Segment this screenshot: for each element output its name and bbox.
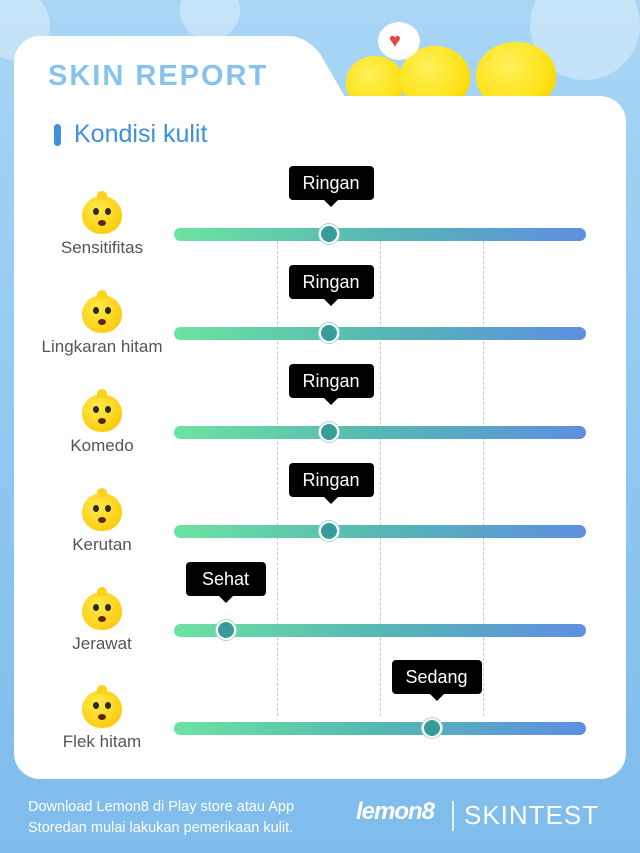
severity-tooltip: Ringan	[288, 166, 374, 207]
emoji-covered-icon	[82, 389, 122, 432]
section-title: Kondisi kulit	[74, 120, 208, 148]
skin-condition-row: Lingkaran hitam Ringan	[0, 265, 640, 375]
severity-tooltip: Sedang	[391, 660, 482, 701]
emoji-surprised-icon	[82, 587, 122, 630]
lemon8-logo: lemon8	[356, 798, 435, 825]
severity-knob	[215, 620, 236, 640]
emoji-squint-icon	[82, 685, 122, 728]
logo-divider	[452, 801, 454, 831]
scale-gridline	[483, 236, 484, 716]
severity-track	[174, 426, 586, 439]
emoji-tired-icon	[82, 290, 122, 333]
background-bubble	[180, 0, 240, 40]
condition-label: Lingkaran hitam	[41, 337, 163, 356]
severity-track	[174, 228, 586, 241]
skin-condition-row: Flek hitam Sedang	[0, 660, 640, 770]
skin-condition-row: Sensitifitas Ringan	[0, 166, 640, 276]
severity-tooltip: Ringan	[288, 364, 374, 405]
severity-track	[174, 722, 586, 735]
severity-tooltip: Sehat	[185, 562, 266, 603]
severity-knob	[318, 323, 339, 343]
severity-tooltip: Ringan	[288, 463, 374, 504]
severity-tooltip: Ringan	[288, 265, 374, 306]
severity-track	[174, 624, 586, 637]
skin-condition-row: Kerutan Ringan	[0, 463, 640, 573]
severity-track	[174, 525, 586, 538]
skin-condition-row: Komedo Ringan	[0, 364, 640, 474]
severity-knob	[318, 521, 339, 541]
report-title: SKIN REPORT	[48, 60, 269, 92]
severity-track	[174, 327, 586, 340]
section-marker	[54, 124, 61, 146]
emoji-blush-icon	[82, 191, 122, 234]
skintest-logo: SKINTEST	[464, 800, 600, 830]
skin-condition-row: Jerawat Sehat	[0, 562, 640, 672]
scale-gridline	[380, 236, 381, 716]
condition-label: Jerawat	[72, 634, 132, 653]
severity-knob	[318, 224, 339, 244]
condition-label: Kerutan	[72, 535, 132, 554]
severity-knob	[421, 718, 442, 738]
footer-text: Download Lemon8 di Play store atau App S…	[28, 799, 295, 836]
severity-knob	[318, 422, 339, 442]
scale-gridline	[277, 236, 278, 716]
emoji-wrinkle-icon	[82, 488, 122, 531]
condition-label: Flek hitam	[62, 732, 142, 751]
speech-bubble	[378, 22, 420, 60]
condition-label: Komedo	[70, 436, 134, 455]
heart-icon: ♥	[389, 30, 401, 52]
condition-label: Sensitifitas	[60, 238, 144, 257]
